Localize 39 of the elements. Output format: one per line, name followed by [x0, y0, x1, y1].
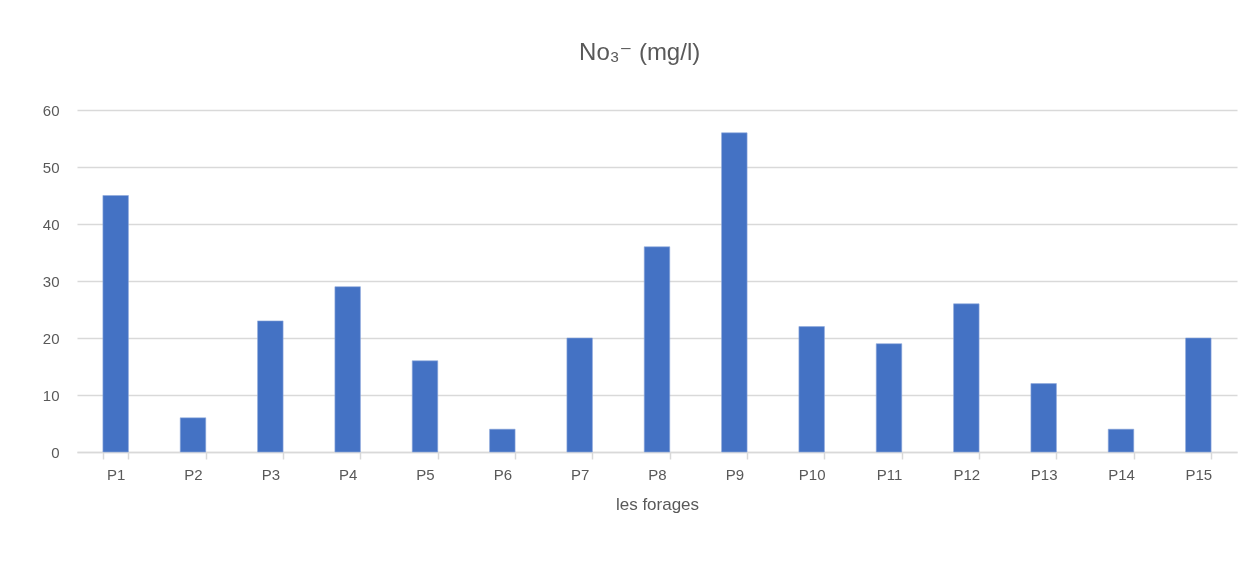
- x-tick-label: P2: [184, 465, 203, 483]
- x-tick-label: P4: [338, 465, 358, 483]
- bar: [721, 132, 748, 453]
- bar: [566, 337, 593, 453]
- x-tick-label: P3: [261, 465, 281, 483]
- bar: [179, 417, 207, 453]
- bar: [643, 246, 671, 453]
- x-tick-label: P5: [416, 465, 435, 483]
- bar: [798, 326, 825, 453]
- bar: [875, 343, 903, 453]
- x-tick-label: P9: [725, 465, 745, 483]
- y-tick-label: 50: [42, 158, 60, 176]
- y-tick-label: 30: [42, 272, 60, 290]
- bar: [1185, 337, 1212, 453]
- y-tick-label: 0: [51, 443, 60, 461]
- x-tick-label: P6: [493, 465, 513, 483]
- x-tick-label: P8: [648, 465, 667, 483]
- bar: [953, 303, 980, 453]
- chart-title: No₃⁻ (mg/l): [579, 38, 701, 65]
- x-tick-label: P14: [1108, 465, 1135, 483]
- bar: [411, 360, 439, 453]
- bar: [489, 428, 516, 453]
- x-tick-label: P13: [1030, 465, 1058, 483]
- bar: [1030, 383, 1057, 453]
- x-tick-label: P12: [953, 465, 981, 483]
- x-tick-label: P1: [106, 465, 126, 483]
- x-tick-label: P7: [570, 465, 590, 483]
- y-tick-label: 10: [42, 386, 60, 404]
- bar: [102, 195, 129, 453]
- bar: [257, 320, 284, 453]
- x-tick-label: P15: [1185, 465, 1213, 483]
- y-tick-label: 20: [42, 329, 60, 347]
- bar: [334, 286, 361, 453]
- x-axis-title: les forages: [615, 494, 700, 514]
- y-tick-label: 40: [42, 215, 60, 233]
- y-tick-label: 60: [42, 101, 60, 119]
- bar: [1107, 428, 1135, 453]
- x-tick-label: P10: [798, 465, 826, 483]
- x-tick-label: P11: [876, 465, 903, 483]
